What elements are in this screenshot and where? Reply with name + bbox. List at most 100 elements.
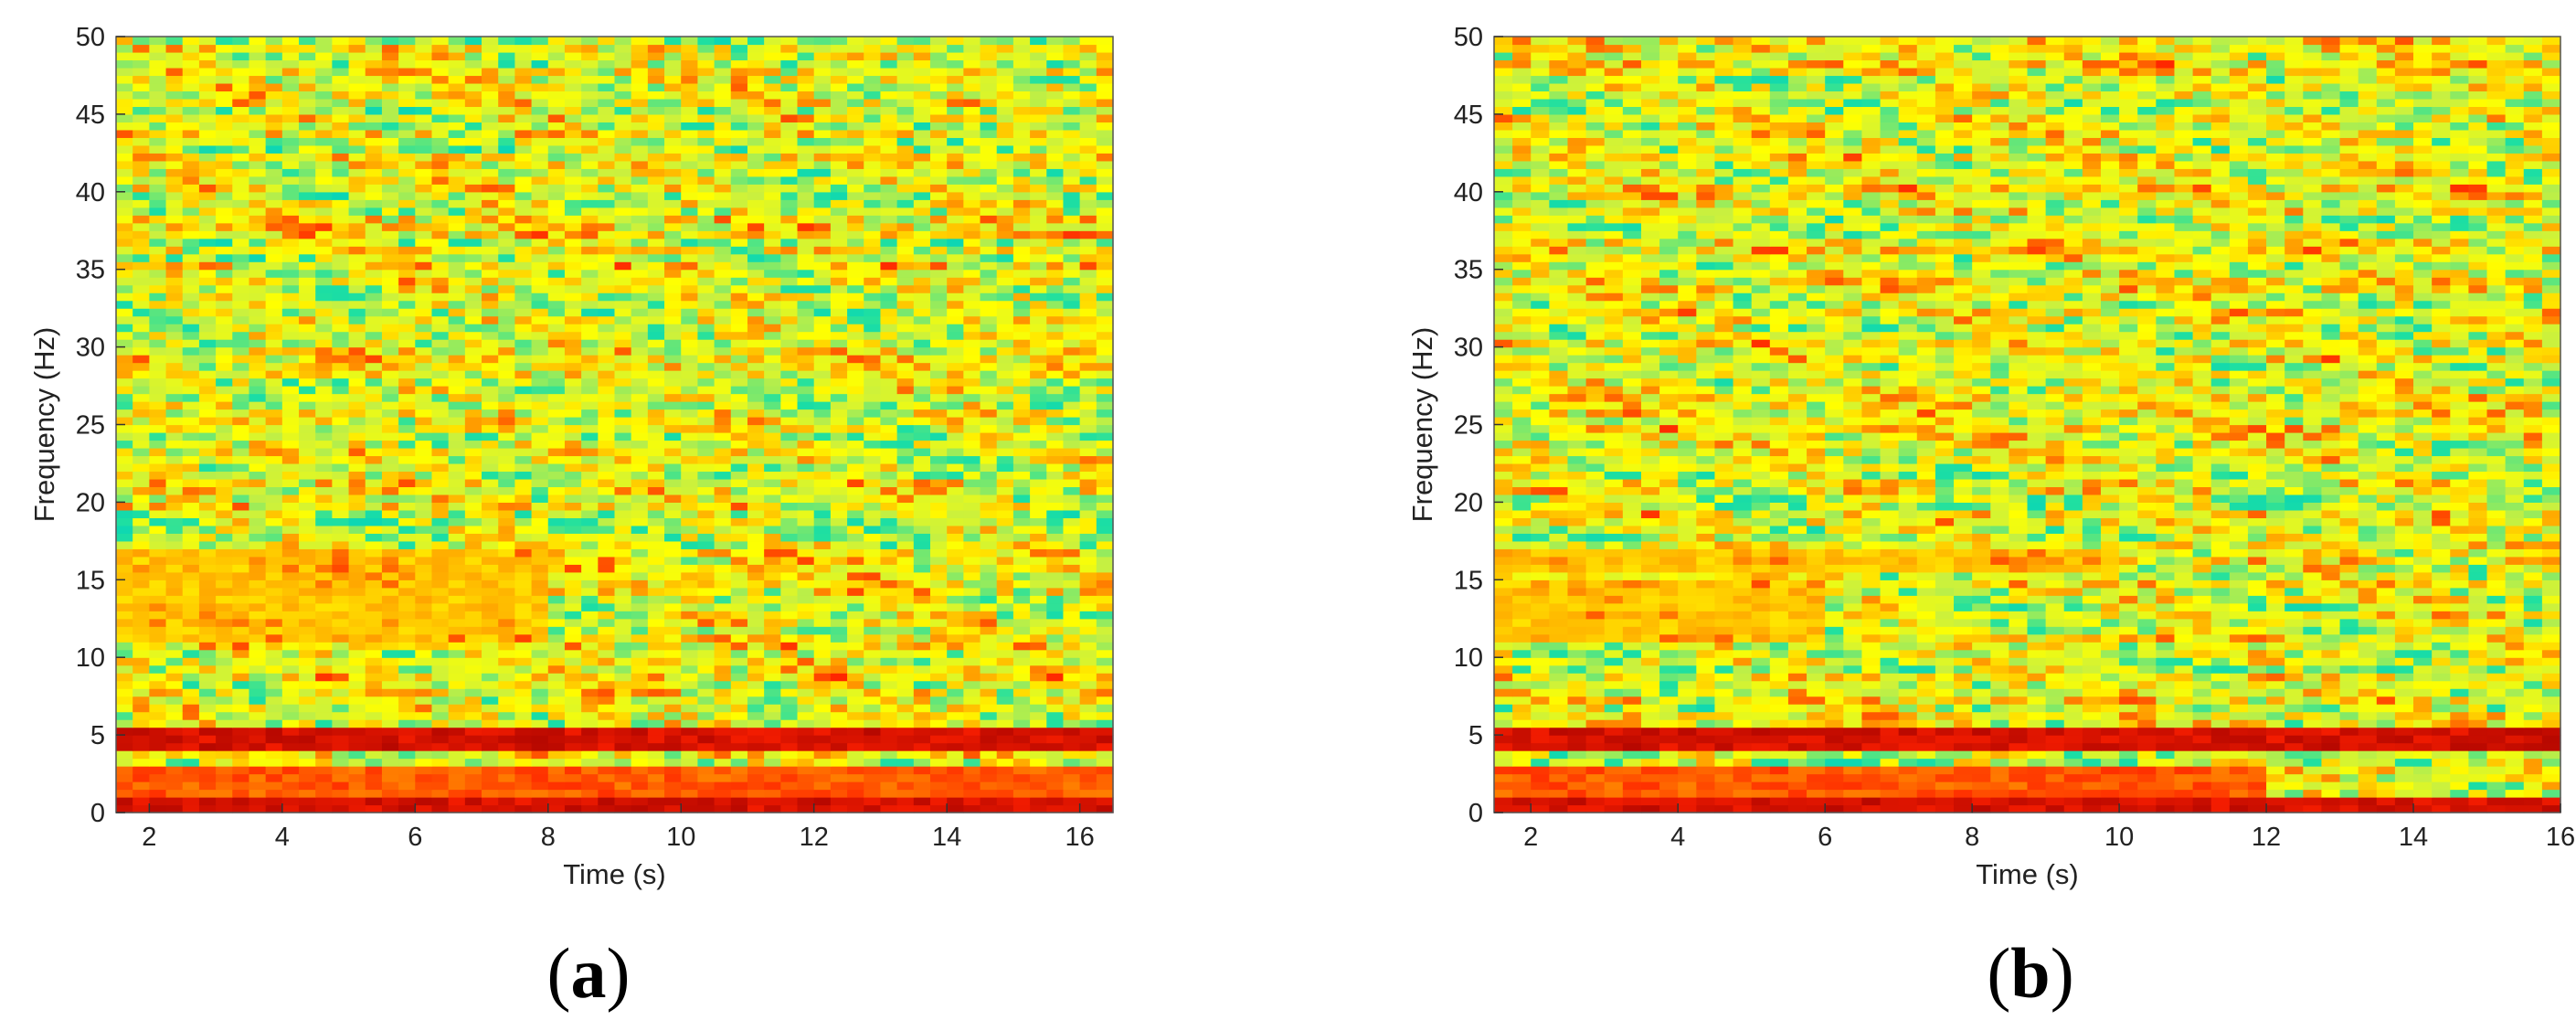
heatmap-cell — [1012, 804, 1031, 813]
heatmap-cell — [581, 362, 599, 371]
heatmap-cell — [281, 548, 300, 558]
heatmap-cell — [813, 355, 832, 364]
heatmap-cell — [116, 657, 133, 666]
heatmap-cell — [747, 750, 765, 760]
heatmap-cell — [547, 804, 566, 813]
heatmap-cell — [1030, 494, 1047, 503]
heatmap-cell — [514, 789, 533, 798]
heatmap-cell — [614, 673, 632, 682]
heatmap-cell — [747, 781, 765, 791]
heatmap-cell — [182, 261, 200, 271]
heatmap-cell — [348, 424, 366, 433]
heatmap-cell — [913, 431, 931, 441]
heatmap-cell — [431, 704, 450, 713]
heatmap-cell — [415, 758, 433, 767]
heatmap-cell — [996, 377, 1014, 387]
heatmap-cell — [448, 355, 466, 364]
heatmap-cell — [464, 393, 482, 402]
heatmap-cell — [198, 424, 217, 433]
heatmap-cell — [947, 168, 964, 177]
heatmap-cell — [1030, 207, 1047, 216]
heatmap-cell — [464, 207, 482, 216]
heatmap-cell — [598, 191, 616, 200]
heatmap-cell — [498, 564, 515, 573]
heatmap-cell — [531, 633, 549, 643]
heatmap-cell — [614, 766, 632, 775]
heatmap-cell — [1046, 308, 1065, 317]
heatmap-cell — [1063, 657, 1081, 666]
heatmap-cell — [980, 664, 998, 674]
heatmap-cell — [764, 696, 781, 705]
heatmap-cell — [249, 587, 267, 596]
heatmap-cell — [431, 711, 450, 720]
heatmap-cell — [1063, 315, 1081, 324]
heatmap-cell — [398, 277, 416, 286]
heatmap-cell — [797, 797, 815, 806]
heatmap-cell — [216, 602, 233, 611]
heatmap-cell — [913, 664, 931, 674]
heatmap-cell — [265, 548, 283, 558]
heatmap-cell — [647, 680, 665, 689]
heatmap-cell — [365, 571, 383, 580]
heatmap-cell — [365, 556, 383, 565]
heatmap-cell — [631, 711, 649, 720]
heatmap-cell — [547, 230, 566, 239]
heatmap-cell — [963, 758, 981, 767]
heatmap-cell — [913, 230, 931, 239]
heatmap-cell — [547, 431, 566, 441]
heatmap-cell — [232, 587, 250, 596]
heatmap-cell — [299, 362, 316, 371]
heatmap-cell — [780, 766, 799, 775]
heatmap-cell — [299, 401, 316, 410]
heatmap-cell — [531, 222, 549, 231]
heatmap-cell — [514, 642, 533, 651]
heatmap-cell — [498, 246, 515, 255]
heatmap-cell — [581, 324, 599, 333]
heatmap-cell — [299, 207, 316, 216]
heatmap-cell — [780, 370, 799, 379]
heatmap-cell — [963, 804, 981, 813]
heatmap-cell — [265, 540, 283, 549]
heatmap-cell — [1046, 355, 1065, 364]
heatmap-cell — [980, 579, 998, 589]
heatmap-cell — [664, 602, 682, 611]
heatmap-cell — [182, 424, 200, 433]
heatmap-cell — [1096, 417, 1114, 426]
heatmap-cell — [681, 494, 699, 503]
heatmap-cell — [564, 377, 582, 387]
heatmap-cell — [315, 308, 333, 317]
heatmap-cell — [664, 331, 682, 340]
heatmap-cell — [813, 564, 832, 573]
heatmap-cell — [1046, 324, 1065, 333]
heatmap-cell — [1063, 618, 1081, 627]
heatmap-cell — [564, 673, 582, 682]
heatmap-cell — [464, 773, 482, 782]
heatmap-cell — [498, 377, 515, 387]
heatmap-cell — [847, 284, 864, 293]
heatmap-cell — [348, 642, 366, 651]
heatmap-cell — [198, 284, 217, 293]
heatmap-cell — [780, 758, 799, 767]
heatmap-cell — [830, 781, 848, 791]
heatmap-cell — [747, 595, 765, 604]
heatmap-cell — [614, 781, 632, 791]
heatmap-cell — [780, 184, 799, 193]
heatmap-cell — [947, 680, 964, 689]
heatmap-cell — [996, 797, 1014, 806]
heatmap-cell — [764, 393, 781, 402]
heatmap-cell — [281, 688, 300, 697]
heatmap-cell — [547, 673, 566, 682]
heatmap-cell — [980, 238, 998, 247]
heatmap-cell — [332, 478, 350, 488]
heatmap-cell — [1079, 331, 1097, 340]
heatmap-cell — [747, 355, 765, 364]
heatmap-cell — [165, 168, 184, 177]
heatmap-cell — [963, 339, 981, 348]
heatmap-cell — [348, 571, 366, 580]
heatmap-cell — [830, 269, 848, 278]
heatmap-cell — [514, 797, 533, 806]
heatmap-cell — [864, 525, 882, 534]
heatmap-cell — [598, 377, 616, 387]
heatmap-cell — [133, 455, 150, 464]
heatmap-cell — [547, 540, 566, 549]
